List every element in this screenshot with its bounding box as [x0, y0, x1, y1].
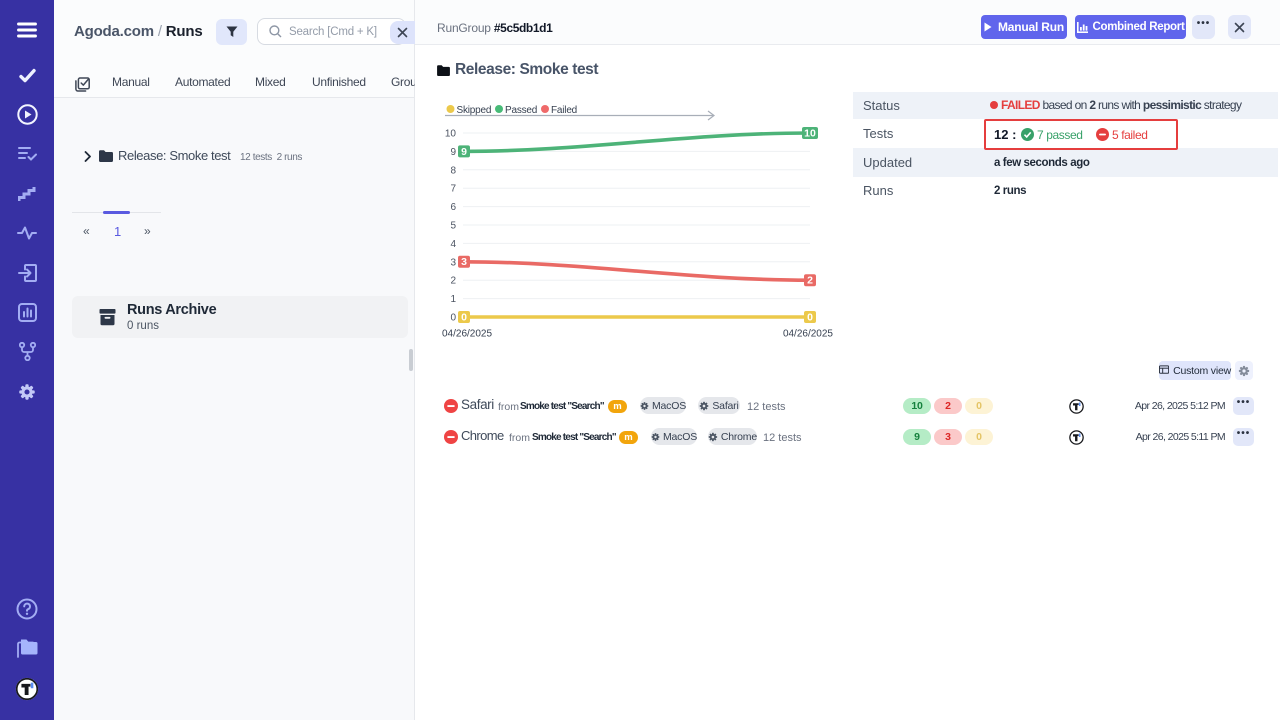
svg-text:2: 2 [450, 276, 456, 287]
svg-text:7: 7 [450, 184, 456, 195]
svg-text:Passed: Passed [505, 105, 537, 116]
svg-text:9: 9 [450, 147, 456, 158]
svg-text:5: 5 [450, 221, 456, 232]
svg-text:2: 2 [807, 275, 813, 287]
svg-text:3: 3 [461, 256, 467, 268]
svg-text:6: 6 [450, 202, 456, 213]
svg-text:10: 10 [445, 129, 457, 140]
svg-text:Skipped: Skipped [457, 105, 492, 116]
svg-text:0: 0 [807, 311, 813, 323]
svg-text:8: 8 [450, 165, 456, 176]
svg-text:0: 0 [461, 311, 467, 323]
svg-text:3: 3 [450, 257, 456, 268]
svg-text:9: 9 [461, 146, 467, 158]
svg-text:0: 0 [450, 312, 456, 323]
svg-text:1: 1 [450, 294, 456, 305]
svg-text:10: 10 [804, 127, 816, 139]
svg-text:04/26/2025: 04/26/2025 [783, 329, 833, 340]
svg-text:04/26/2025: 04/26/2025 [442, 329, 492, 340]
svg-text:Failed: Failed [551, 105, 577, 116]
svg-text:4: 4 [450, 239, 456, 250]
